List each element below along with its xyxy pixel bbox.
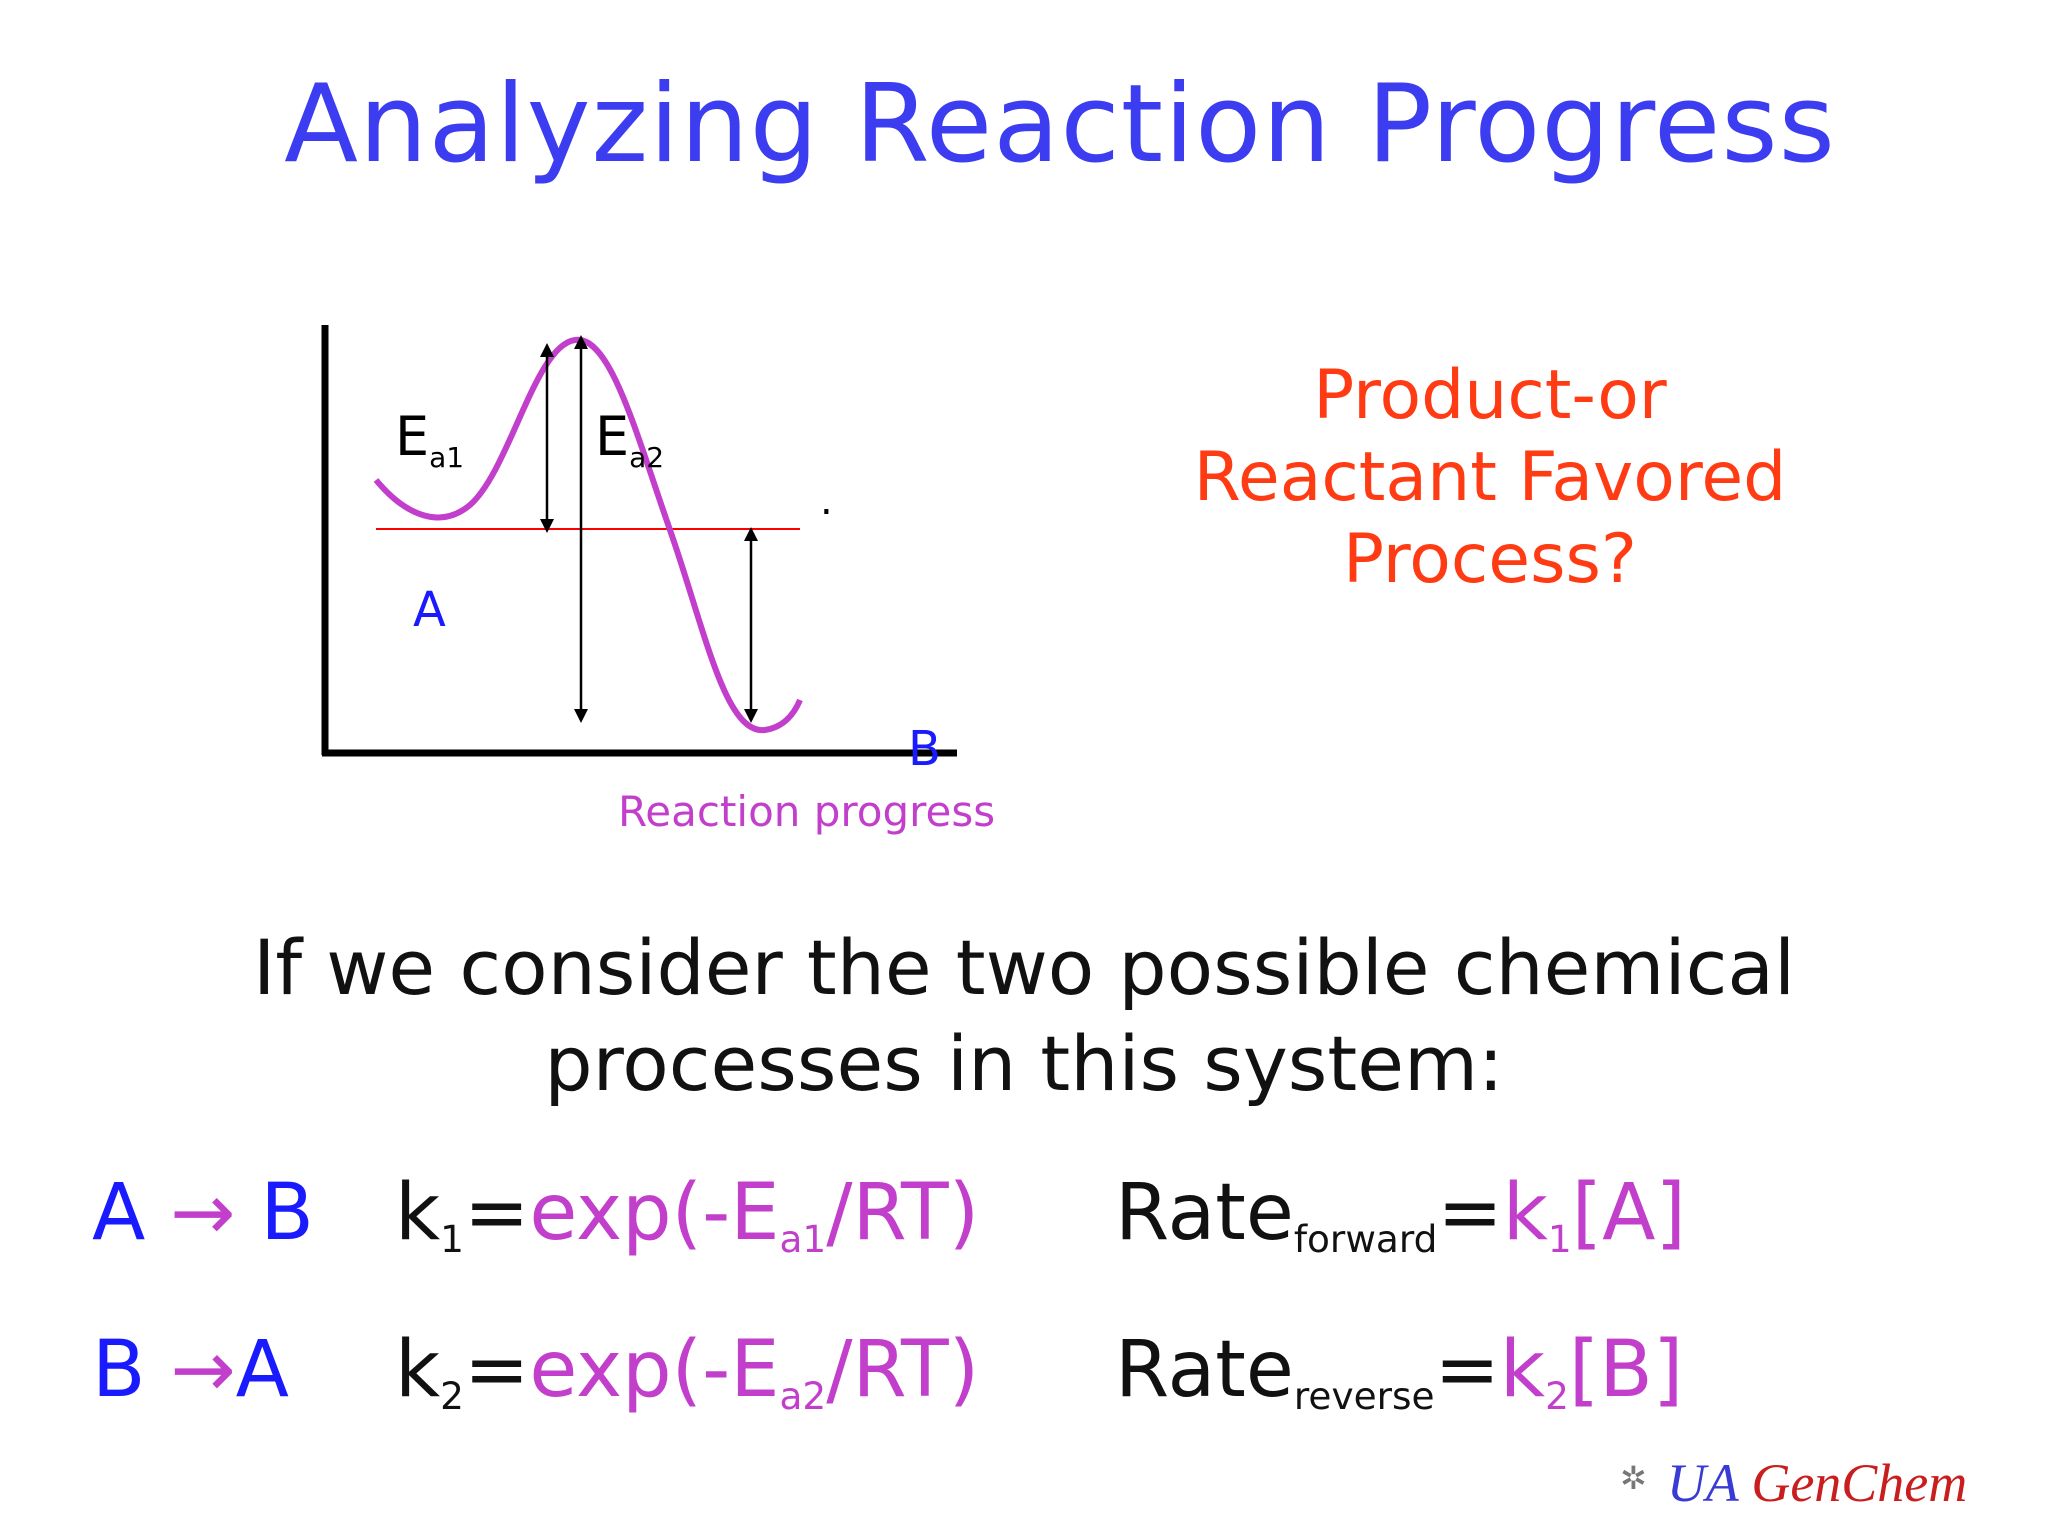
rate-forward: Rateforward=k1[A]	[1115, 1168, 1686, 1262]
state-b-label: B	[908, 721, 941, 777]
equation-row-forward: A → B k1=exp(-Ea1/RT) Rateforward=k1[A]	[0, 1168, 2048, 1278]
intro-line: If we consider the two possible chemical	[252, 923, 1796, 1012]
ea1-label: Ea1	[395, 405, 464, 474]
brand-genchem: GenChem	[1751, 1453, 1968, 1513]
question-line: Reactant Favored	[1193, 438, 1787, 517]
energy-diagram: Ea1 Ea2 A B . Reaction progress	[321, 325, 995, 836]
intro-text: If we consider the two possible chemical…	[0, 920, 2048, 1112]
x-axis-label: Reaction progress	[618, 787, 995, 836]
brand-ua: UA	[1666, 1453, 1738, 1513]
reaction-forward: A → B	[92, 1168, 314, 1258]
intro-line: processes in this system:	[544, 1019, 1504, 1108]
footer-brand: ✲ UA GenChem	[1620, 1452, 1967, 1514]
question-line: Process?	[1342, 520, 1638, 599]
slide-title: Analyzing Reaction Progress	[284, 62, 1836, 187]
state-a-label: A	[413, 582, 446, 638]
equation-row-reverse: B →A k2=exp(-Ea2/RT) Ratereverse=k2[B]	[0, 1325, 2048, 1435]
rate-constant-reverse: k2=exp(-Ea2/RT)	[395, 1325, 980, 1419]
arrow-icon: →	[170, 1168, 236, 1258]
arrow-icon: →	[170, 1325, 236, 1415]
rate-reverse: Ratereverse=k2[B]	[1115, 1325, 1684, 1419]
ea2-label: Ea2	[595, 405, 664, 474]
energy-curve	[373, 336, 803, 734]
question-line: Product-or	[1313, 356, 1667, 435]
gear-logo-icon: ✲	[1620, 1460, 1647, 1496]
dot-mark: .	[820, 478, 833, 524]
reaction-reverse: B →A	[92, 1325, 290, 1415]
favored-process-question: Product-or Reactant Favored Process?	[1180, 355, 1800, 601]
rate-constant-forward: k1=exp(-Ea1/RT)	[395, 1168, 980, 1262]
